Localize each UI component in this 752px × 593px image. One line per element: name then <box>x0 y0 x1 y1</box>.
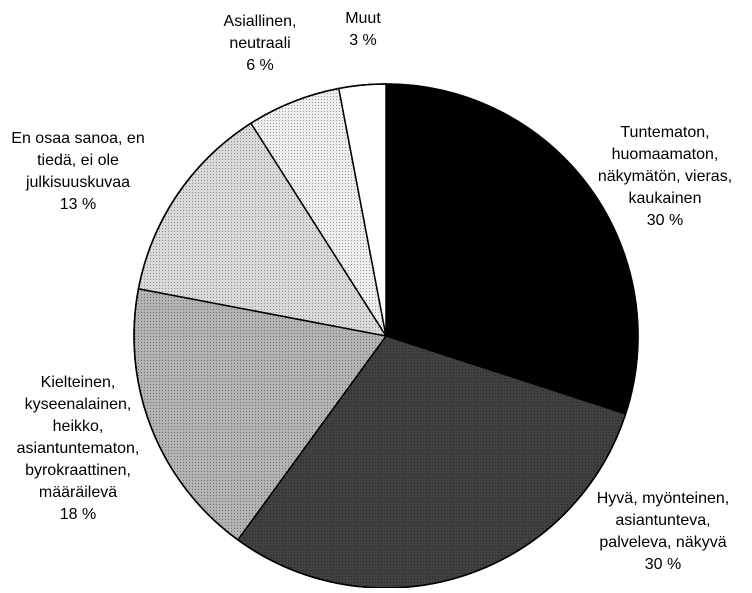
pie-label-line: heikko, <box>53 418 104 435</box>
pie-label-line: kyseenalainen, <box>25 396 132 413</box>
pie-label-line: Asiallinen, <box>224 13 297 30</box>
pie-label-line: 3 % <box>349 32 377 49</box>
pie-label-tuntematon: Tuntematon, huomaamaton, näkymätön, vieras… <box>598 124 732 229</box>
pie-label-line: 18 % <box>60 506 96 523</box>
pie-slice-texture-kielteinen <box>133 288 386 540</box>
pie-label-muut: Muut 3 % <box>345 10 381 49</box>
pie-label-line: Hyvä, myönteinen, <box>597 490 730 507</box>
pie-label-line: byrokraattinen, <box>25 462 131 479</box>
pie-label-asiallinen: Asiallinen, neutraali 6 % <box>224 13 297 74</box>
pie-slice-texture-hyva <box>237 336 626 588</box>
pie-label-line: julkisuuskuvaa <box>25 174 130 191</box>
pie-label-line: 30 % <box>645 556 681 573</box>
pie-label-line: 6 % <box>246 57 274 74</box>
pie-slices <box>133 83 639 589</box>
pie-label-line: huomaamaton, <box>612 146 719 163</box>
pie-labels: Tuntematon, huomaamaton, näkymätön, vieras… <box>11 10 732 573</box>
pie-label-line: 13 % <box>60 196 96 213</box>
pie-label-line: 30 % <box>647 212 683 229</box>
pie-label-line: En osaa sanoa, en <box>11 130 144 147</box>
pie-label-line: Muut <box>345 10 381 27</box>
pie-slice-texture-asiallinen <box>250 88 386 337</box>
pie-label-line: palveleva, näkyvä <box>599 534 726 551</box>
pie-label-line: neutraali <box>229 35 290 52</box>
pie-label-hyva: Hyvä, myönteinen, asiantunteva, palveleva,… <box>597 490 730 573</box>
pie-label-kielteinen: Kielteinen, kyseenalainen, heikko, asiantun… <box>17 374 140 523</box>
pie-label-line: Kielteinen, <box>41 374 116 391</box>
pie-label-line: määräilevä <box>39 484 117 501</box>
pie-label-line: kaukainen <box>629 190 702 207</box>
pie-label-line: näkymätön, vieras, <box>598 168 732 185</box>
pie-label-line: asiantuntematon, <box>17 440 140 457</box>
pie-label-line: Tuntematon, <box>620 124 709 141</box>
pie-slice-texture-en-osaa <box>138 123 386 336</box>
pie-label-en-osaa: En osaa sanoa, en tiedä, ei ole julkisuusk… <box>11 130 144 213</box>
pie-label-line: tiedä, ei ole <box>37 152 119 169</box>
pie-label-line: asiantunteva, <box>615 512 710 529</box>
